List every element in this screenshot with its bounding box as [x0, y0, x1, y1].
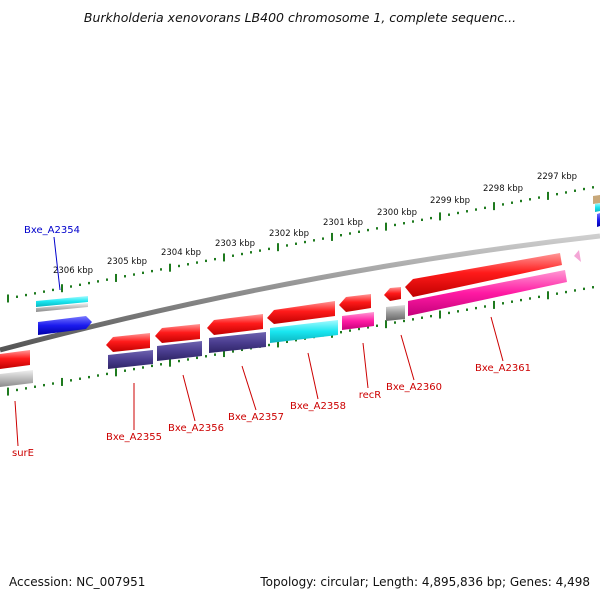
gene-bxe-a2355[interactable] [106, 333, 150, 352]
gene-forward-bxe-a2354-gray[interactable] [36, 303, 88, 312]
gene-label[interactable]: Bxe_A2354 [24, 225, 80, 236]
map-title: Burkholderia xenovorans LB400 chromosome… [83, 10, 517, 25]
gene-label-leader [14, 400, 19, 447]
gene-label[interactable]: Bxe_A2360 [386, 382, 442, 393]
gene-recR-magenta[interactable] [342, 312, 374, 330]
gene-label-leader [490, 316, 504, 362]
gene-bxe-a2355-navy[interactable] [108, 350, 153, 369]
gene-label-leader [241, 365, 257, 411]
gene-bxe-a2361[interactable] [405, 253, 562, 297]
gene-bxe-a2357-navy[interactable] [209, 332, 266, 353]
gene-forward-right-edge[interactable] [593, 195, 600, 204]
kbp-label: 2306 kbp [53, 266, 93, 276]
kbp-label: 2299 kbp [430, 196, 470, 206]
kbp-label: 2301 kbp [323, 218, 363, 228]
topology-summary: Topology: circular; Length: 4,895,836 bp… [260, 575, 590, 589]
gene-label-leader [182, 374, 196, 422]
kbp-label: 2305 kbp [107, 257, 147, 267]
accession: Accession: NC_007951 [9, 575, 146, 589]
gene-labels: Bxe_A2354 surE Bxe_A2355 Bxe_A2356 Bxe_A2357… [12, 225, 531, 459]
gene-label-leader [307, 352, 319, 400]
gene-label-leader [53, 236, 61, 291]
gene-surE-gray[interactable] [0, 370, 33, 387]
gene-label[interactable]: Bxe_A2356 [168, 423, 224, 434]
kbp-labels: 2306 kbp 2305 kbp 2304 kbp 2303 kbp 2302 kbp… [53, 172, 577, 276]
gene-right-edge-blue[interactable] [597, 213, 600, 227]
gene-forward-bxe-a2354[interactable] [36, 296, 88, 307]
gene-bxe-a2357[interactable] [207, 314, 263, 335]
gene-bxe-a2354-blue[interactable] [38, 316, 92, 335]
gene-bxe-a2360[interactable] [384, 287, 401, 301]
gene-label-leader [400, 334, 415, 381]
kbp-label: 2300 kbp [377, 208, 417, 218]
gene-label[interactable]: recR [359, 390, 382, 401]
gene-bxe-a2356[interactable] [155, 324, 200, 343]
gene-label[interactable]: Bxe_A2355 [106, 432, 162, 443]
outer-tick-ring [7, 186, 594, 303]
forward-strand-features [36, 195, 600, 312]
kbp-label: 2298 kbp [483, 184, 523, 194]
kbp-label: 2297 kbp [537, 172, 577, 182]
gene-bxe-a2361-magenta[interactable] [408, 270, 567, 316]
inner-tick-ring [7, 286, 594, 396]
gene-bxe-a2360-gray[interactable] [386, 305, 405, 321]
gene-recR[interactable] [339, 294, 371, 312]
gene-label[interactable]: surE [12, 448, 34, 459]
gene-bxe-a2356-navy[interactable] [157, 341, 202, 361]
reverse-strand-features [0, 213, 600, 387]
kbp-label: 2302 kbp [269, 229, 309, 239]
kbp-label: 2304 kbp [161, 248, 201, 258]
kbp-label: 2303 kbp [215, 239, 255, 249]
gene-label[interactable]: Bxe_A2358 [290, 401, 346, 412]
gene-forward-right-edge-cyan[interactable] [595, 203, 600, 212]
gene-right-pink-arrow[interactable] [574, 250, 581, 262]
gene-label[interactable]: Bxe_A2357 [228, 412, 284, 423]
gene-label-leader [362, 342, 369, 389]
gene-label[interactable]: Bxe_A2361 [475, 363, 531, 374]
gene-bxe-a2358[interactable] [267, 301, 335, 324]
gene-bxe-a2358-cyan[interactable] [270, 320, 338, 343]
gene-surE[interactable] [0, 350, 30, 369]
